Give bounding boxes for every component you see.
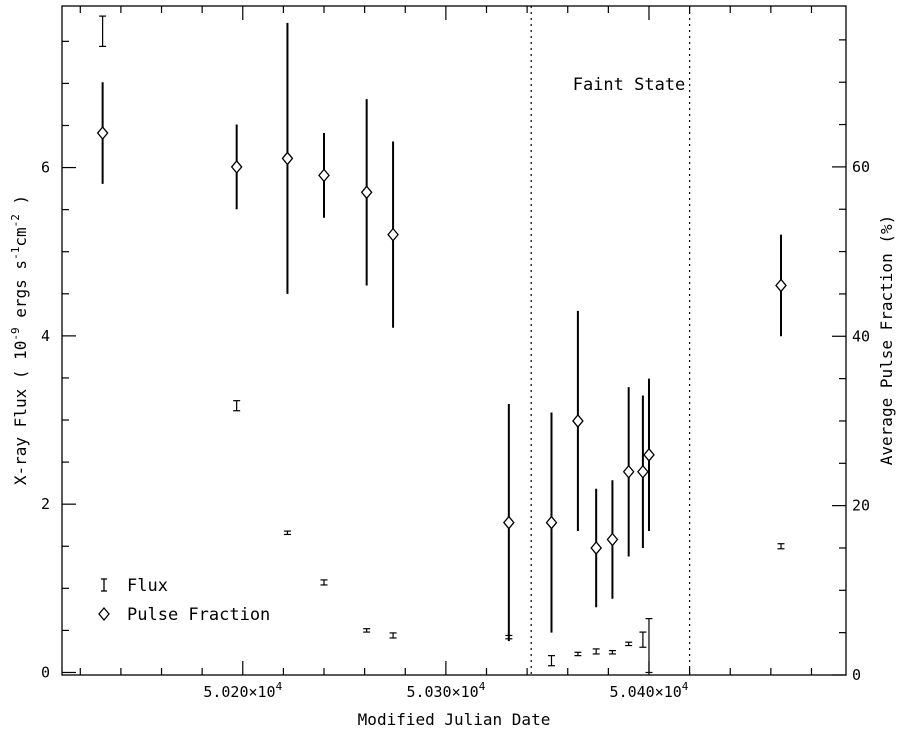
- flux-point: [608, 649, 616, 655]
- x-axis-title: Modified Julian Date: [358, 710, 551, 729]
- y-axis-title-right: Average Pulse Fraction (%): [877, 215, 896, 465]
- faint-state-annotation: Faint State: [573, 75, 686, 95]
- pulse-fraction-point: [637, 395, 649, 548]
- pulse-fraction-marker: [96, 126, 109, 141]
- y-tick-label-left: 4: [41, 327, 50, 345]
- pulse-fraction-point: [643, 378, 655, 532]
- y-tick-label-left: 2: [41, 495, 50, 513]
- legend-flux-label: Flux: [127, 576, 168, 596]
- pulse-fraction-point: [230, 124, 243, 210]
- pulse-fraction-marker: [360, 185, 373, 200]
- flux-point: [639, 631, 647, 648]
- pulse-fraction-point: [775, 234, 787, 337]
- y-tick-label-right: 40: [852, 327, 870, 345]
- pulse-fraction-marker: [545, 515, 558, 530]
- flux-point: [233, 400, 241, 412]
- pulse-fraction-marker: [637, 464, 649, 479]
- flux-point: [283, 530, 291, 536]
- x-tick-label: 5.020×104: [203, 680, 282, 701]
- pulse-fraction-point: [281, 22, 294, 294]
- pulse-fraction-series: [96, 22, 787, 642]
- flux-point: [99, 15, 107, 47]
- pulse-fraction-marker: [643, 447, 655, 462]
- flux-point: [389, 632, 397, 639]
- pulse-fraction-point: [590, 488, 603, 608]
- pulse-fraction-marker: [230, 159, 243, 174]
- y-tick-label-right: 20: [852, 497, 870, 515]
- pulse-fraction-point: [545, 412, 558, 633]
- pulse-fraction-point: [318, 133, 330, 218]
- y-tick-label-right: 0: [852, 666, 861, 684]
- legend: Flux Pulse Fraction: [98, 576, 270, 625]
- pulse-fraction-point: [360, 99, 373, 286]
- pulse-fraction-marker: [606, 532, 619, 547]
- pulse-fraction-marker: [387, 227, 399, 242]
- pulse-fraction-point: [606, 480, 619, 599]
- flux-series: [99, 15, 785, 674]
- pulse-fraction-marker: [775, 278, 787, 293]
- y-axis-title-left: X-ray Flux ( 10-9 ergs s-1cm-2 ): [9, 195, 30, 485]
- flux-point: [592, 648, 600, 655]
- pulse-fraction-point: [502, 404, 515, 642]
- flux-point: [363, 628, 371, 633]
- pulse-fraction-marker: [590, 540, 603, 555]
- legend-pulse-fraction-label: Pulse Fraction: [127, 605, 270, 625]
- flux-point: [574, 651, 582, 657]
- y-tick-label-left: 6: [41, 159, 50, 177]
- flux-point: [777, 543, 785, 550]
- legend-flux-symbol: [101, 578, 107, 592]
- pulse-fraction-point: [622, 387, 635, 557]
- flux-point: [547, 655, 555, 667]
- x-tick-label: 5.040×104: [610, 680, 689, 701]
- data-marks: [96, 15, 787, 674]
- y-tick-label-right: 60: [852, 158, 870, 176]
- legend-pulse-fraction-symbol: [98, 606, 110, 622]
- pulse-fraction-point: [96, 82, 109, 184]
- pulse-fraction-point: [387, 141, 399, 328]
- flux-point: [320, 579, 328, 586]
- pulse-fraction-marker: [572, 413, 584, 428]
- pulse-fraction-point: [572, 310, 584, 532]
- plot-frame: [61, 5, 847, 676]
- pulse-fraction-marker: [622, 464, 635, 479]
- y-tick-label-left: 0: [41, 663, 50, 681]
- faint-state-markers: [530, 6, 691, 675]
- pulse-fraction-marker: [281, 151, 294, 166]
- flux-point: [625, 641, 633, 647]
- x-tick-label: 5.030×104: [406, 680, 485, 701]
- pulse-fraction-marker: [502, 515, 515, 530]
- flux-point: [645, 618, 653, 674]
- pulse-fraction-marker: [318, 168, 330, 183]
